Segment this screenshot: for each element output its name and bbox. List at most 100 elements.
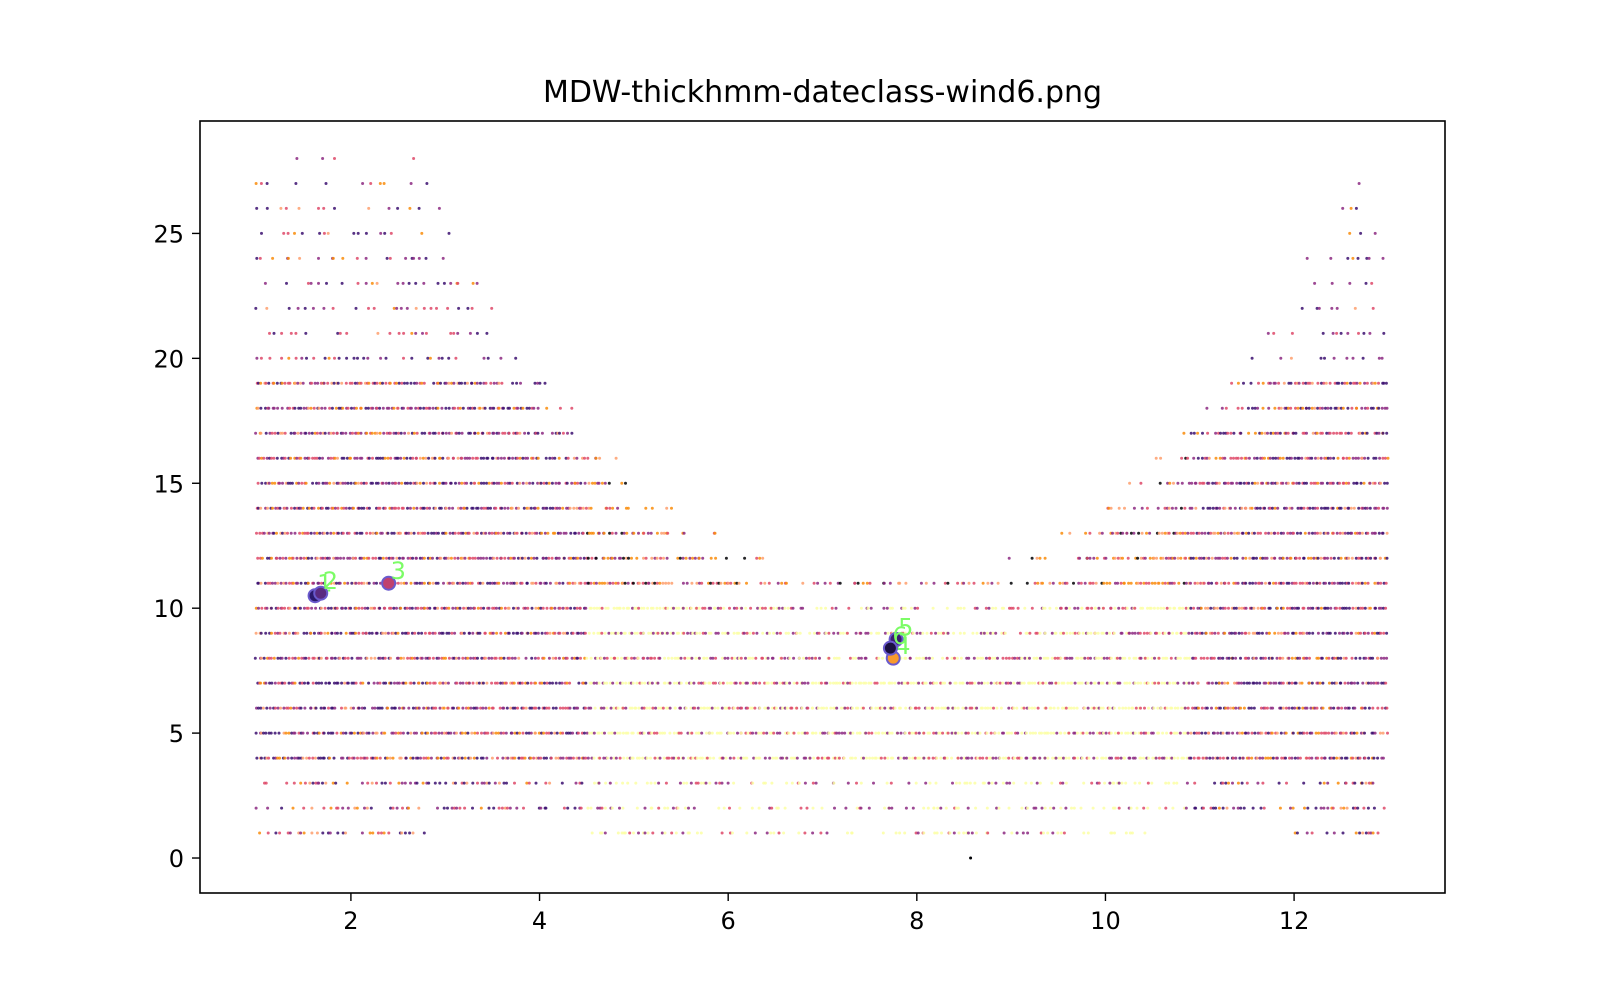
data-point — [1083, 656, 1087, 660]
data-point — [1015, 706, 1019, 710]
data-point — [255, 531, 258, 535]
data-point — [870, 706, 874, 710]
data-point — [287, 656, 291, 660]
data-point — [1123, 756, 1127, 760]
data-point — [1224, 481, 1228, 485]
data-point — [1089, 581, 1092, 585]
data-point — [853, 581, 857, 585]
data-point — [402, 681, 406, 685]
data-point — [371, 831, 375, 835]
data-point — [1052, 806, 1056, 810]
data-point — [605, 681, 609, 685]
data-point — [497, 431, 501, 435]
data-point — [447, 731, 451, 735]
data-point — [704, 781, 708, 785]
data-point — [1298, 681, 1302, 685]
data-point — [768, 756, 772, 760]
data-point — [1165, 681, 1169, 685]
data-point — [1113, 606, 1117, 610]
data-point — [954, 781, 958, 785]
data-point — [388, 431, 392, 435]
data-point — [1165, 756, 1169, 760]
data-point — [668, 706, 672, 710]
data-point — [1259, 656, 1263, 660]
data-point — [328, 756, 332, 760]
data-point — [291, 656, 295, 660]
data-point — [1324, 606, 1328, 610]
data-point — [1273, 556, 1277, 560]
data-point — [1292, 481, 1296, 485]
data-point — [302, 806, 306, 810]
data-point — [1189, 606, 1193, 610]
data-point — [621, 806, 625, 810]
data-point — [404, 756, 408, 760]
data-point — [449, 556, 453, 560]
data-point — [925, 631, 929, 635]
data-point — [861, 581, 865, 585]
data-point — [420, 581, 424, 585]
data-point — [404, 581, 408, 585]
data-point — [510, 506, 514, 510]
data-point — [1318, 581, 1322, 585]
data-point — [520, 556, 524, 560]
data-point — [1128, 631, 1131, 635]
data-point — [375, 531, 379, 535]
data-point — [665, 556, 669, 560]
data-point — [588, 731, 592, 735]
data-point — [278, 831, 282, 835]
data-point — [653, 556, 657, 560]
data-point — [593, 706, 597, 710]
data-point — [814, 781, 818, 785]
data-point — [1385, 506, 1389, 510]
data-point — [283, 456, 287, 460]
data-point — [1028, 656, 1031, 660]
data-point — [1146, 656, 1150, 660]
data-point — [1259, 556, 1262, 560]
data-point — [817, 631, 821, 635]
data-point — [901, 631, 905, 635]
data-point — [869, 606, 873, 610]
data-point — [882, 606, 886, 610]
data-point — [1329, 706, 1333, 710]
data-point — [651, 831, 655, 835]
data-point — [513, 656, 517, 660]
data-point — [603, 681, 607, 685]
data-point — [542, 481, 546, 485]
data-point — [636, 731, 640, 735]
data-point — [927, 756, 931, 760]
data-point — [301, 731, 305, 735]
data-point — [1261, 756, 1265, 760]
data-point — [1176, 681, 1180, 685]
data-point — [956, 756, 960, 760]
data-point — [286, 831, 290, 835]
data-point — [363, 706, 367, 710]
data-point — [1259, 806, 1263, 810]
data-point — [613, 731, 617, 735]
data-point — [301, 756, 305, 760]
data-point — [845, 631, 849, 635]
data-point — [426, 706, 430, 710]
data-point — [457, 431, 461, 435]
data-point — [317, 731, 321, 735]
data-point — [1201, 431, 1204, 435]
data-point — [650, 506, 654, 510]
data-point — [1294, 681, 1298, 685]
data-point — [598, 606, 601, 610]
data-point — [399, 431, 403, 435]
data-point — [497, 406, 501, 410]
data-point — [1159, 606, 1163, 610]
data-point — [1028, 631, 1032, 635]
data-point — [1125, 681, 1129, 685]
data-point — [376, 681, 380, 685]
data-point — [1171, 681, 1175, 685]
data-point — [1310, 831, 1314, 835]
data-point — [650, 656, 653, 660]
data-point — [1021, 831, 1025, 835]
data-point — [524, 656, 528, 660]
data-point — [1384, 681, 1388, 685]
data-point — [1153, 656, 1156, 660]
data-point — [741, 681, 745, 685]
data-point — [548, 581, 552, 585]
data-point — [554, 756, 558, 760]
data-point — [811, 831, 815, 835]
